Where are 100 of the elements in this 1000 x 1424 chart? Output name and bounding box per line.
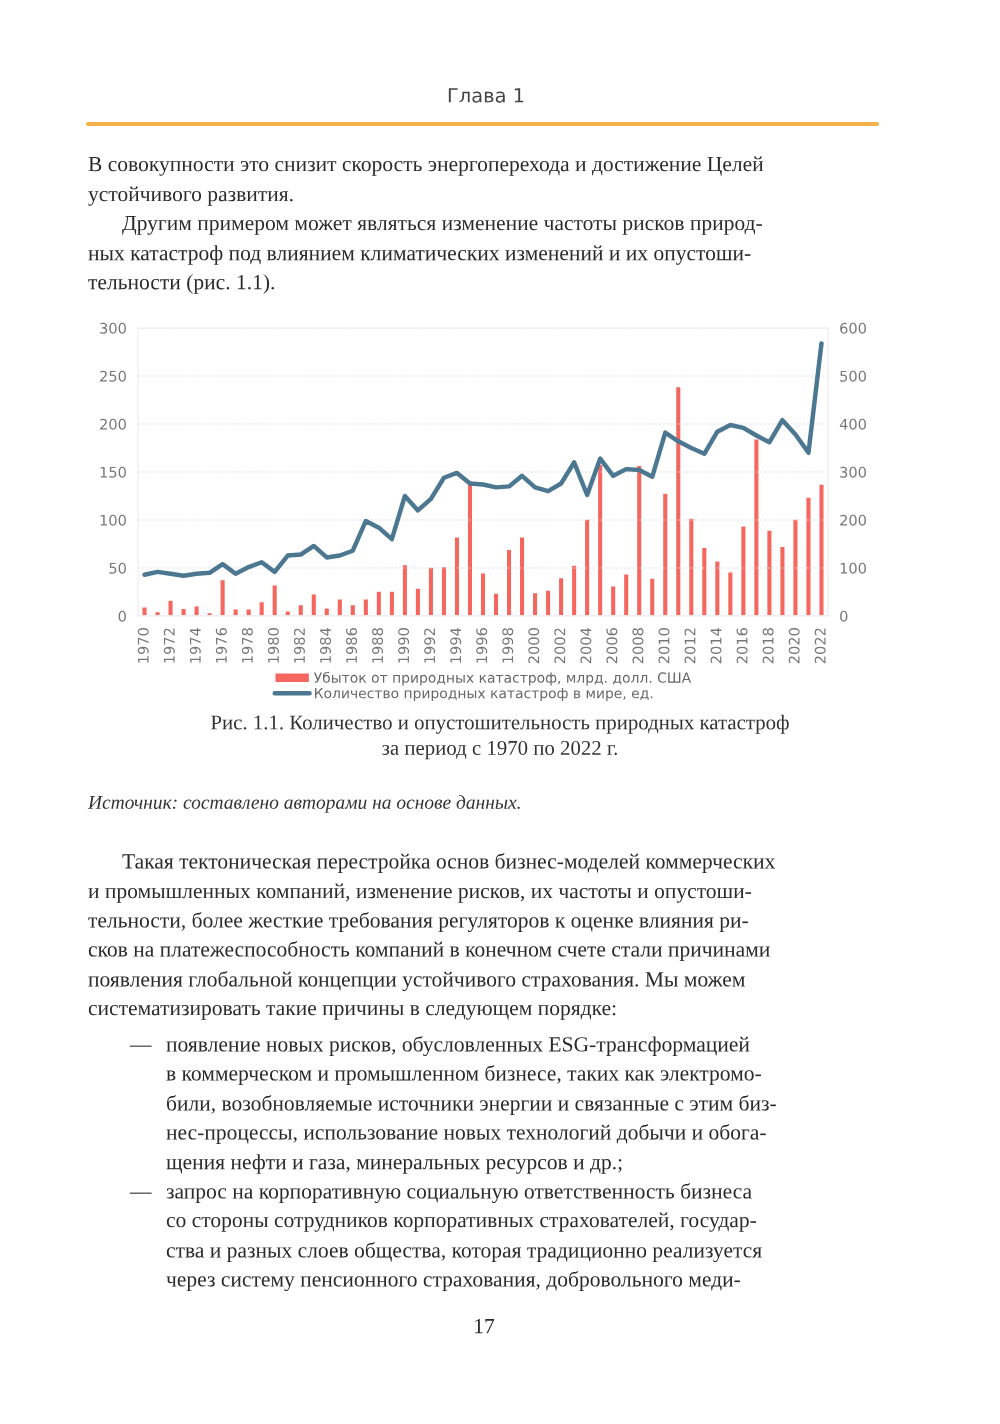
text: появления глобальной концепции устойчивого страхования. Мы можем	[88, 970, 745, 992]
legend-label: Количество природных катастроф в мире, ед.	[315, 688, 653, 702]
bar	[622, 573, 630, 616]
x-tick-label: 2022	[814, 628, 826, 664]
text: Другим примером может являться изменение частоты рисков природ-	[122, 216, 762, 235]
x-tick-label: 1988	[372, 628, 384, 663]
x-tick-label: 1996	[476, 628, 488, 663]
text: сков на платежеспособность компаний в конечном счете стали причинами	[88, 941, 770, 961]
bar	[167, 599, 174, 616]
text: запрос на корпоративную социальную ответственность бизнеса	[166, 1182, 752, 1204]
text: нес-процессы, использование новых технологий добычи и обога-	[166, 1124, 766, 1144]
y2-tick-label: 0	[840, 610, 848, 622]
x-tick-label: 2016	[736, 628, 748, 664]
text: систематизировать такие причины в следующем порядке:	[88, 1004, 616, 1020]
y2-tick-label: 200	[840, 514, 866, 526]
y-tick-label: 0	[118, 610, 126, 622]
text: устойчивого развития.	[88, 186, 293, 206]
bar	[245, 608, 253, 616]
x-tick-label: 1970	[137, 628, 149, 663]
text: 17	[475, 1318, 495, 1334]
bar	[427, 566, 435, 616]
x-tick-label: 1980	[267, 628, 279, 663]
text: —	[129, 1192, 152, 1194]
text: со стороны сотрудников корпоративных страхователей, государ-	[166, 1212, 757, 1232]
y-tick-label: 50	[109, 562, 126, 574]
y2-tick-label: 400	[839, 418, 866, 430]
x-tick-label: 2012	[684, 628, 696, 664]
bar	[401, 563, 409, 616]
x-tick-label: 2004	[580, 627, 592, 664]
bar	[557, 576, 565, 616]
text: в коммерческом и промышленном бизнесе, таких как электромо-	[166, 1065, 761, 1085]
bar	[388, 590, 396, 616]
text: щения нефти и газа, минеральных ресурсов и др.;	[166, 1154, 622, 1174]
line-series	[142, 341, 824, 578]
x-tick-label: 2008	[632, 628, 644, 664]
bar	[297, 603, 305, 616]
text: и промышленных компаний, изменение рисков, их частоты и опустоши-	[88, 883, 752, 903]
x-tick-label: 2000	[528, 628, 540, 664]
bar	[336, 598, 344, 616]
bar	[193, 605, 201, 616]
x-tick-label: 1974	[189, 627, 201, 663]
bar	[414, 587, 422, 616]
text: появление новых рисков, обусловленных ESG-трансформацией	[166, 1035, 750, 1057]
text: тельности (рис. 1.1).	[88, 274, 275, 294]
bar	[779, 545, 786, 616]
bar	[792, 518, 799, 616]
bar	[596, 463, 604, 616]
bar	[818, 483, 825, 616]
x-tick-label: 1972	[163, 628, 175, 663]
text: —	[129, 1045, 152, 1047]
text: били, возобновляемые источники энергии и связанные с этим биз-	[167, 1095, 776, 1115]
bar	[141, 606, 148, 616]
bar	[583, 518, 591, 616]
bar	[609, 585, 617, 616]
x-tick-label: 1982	[293, 628, 305, 663]
x-tick-label: 2006	[606, 628, 618, 664]
x-tick-label: 1990	[398, 628, 410, 663]
bar	[570, 564, 578, 616]
y-tick-label: 150	[100, 466, 126, 478]
text: через систему пенсионного страхования, добровольного меди-	[166, 1270, 741, 1292]
y2-tick-label: 500	[840, 370, 866, 382]
bar	[713, 560, 721, 616]
bar	[752, 438, 760, 616]
text: ных катастроф под влиянием климатических изменений и их опустоши-	[88, 245, 751, 265]
y-tick-label: 100	[100, 514, 126, 526]
bar	[258, 600, 266, 616]
y-tick-label: 200	[100, 418, 126, 430]
x-tick-label: 1998	[502, 628, 514, 663]
x-tick-label: 1984	[319, 627, 332, 663]
bar	[726, 571, 734, 616]
x-tick-label: 2014	[710, 627, 722, 664]
bar	[323, 607, 331, 616]
x-tick-label: 1986	[346, 628, 358, 663]
x-tick-label: 2002	[554, 628, 566, 664]
x-tick-label: 2020	[788, 628, 800, 664]
bar	[648, 577, 656, 616]
bar	[310, 593, 318, 616]
text: Рис. 1.1. Количество и опустошительность природных катастроф за период с 1970 по 2022 г.	[211, 714, 789, 760]
text: Такая тектоническая перестройка основ бизнес-моделей коммерческих	[122, 853, 776, 873]
bar	[349, 603, 357, 616]
bar	[700, 546, 708, 616]
bar	[544, 589, 552, 616]
bar	[687, 517, 695, 616]
bar	[219, 578, 227, 616]
x-tick-label: 1994	[450, 627, 462, 663]
bar	[362, 598, 370, 616]
text: Источник: составлено авторами на основе данных.	[87, 795, 520, 813]
y-tick-label: 250	[100, 370, 126, 382]
bar	[635, 464, 643, 616]
x-tick-label: 2010	[658, 628, 670, 664]
y2-tick-label: 100	[840, 562, 866, 574]
bar	[271, 584, 279, 616]
bar	[531, 591, 539, 616]
bar	[232, 608, 240, 616]
bar	[284, 610, 292, 616]
y2-tick-label: 300	[840, 466, 866, 478]
y2-tick-label: 600	[840, 322, 866, 334]
bar	[739, 525, 747, 616]
y-tick-label: 300	[100, 322, 126, 334]
bar	[375, 590, 383, 616]
